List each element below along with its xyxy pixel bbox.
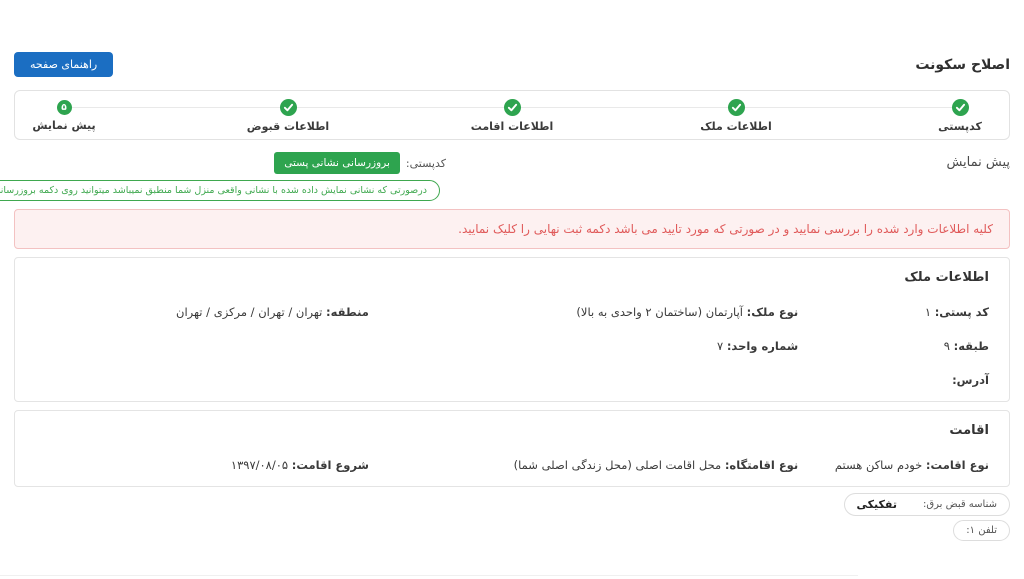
step-label: پیش نمایش [32, 119, 96, 132]
field-residence-type: نوع اقامت: خودم ساکن هستم [798, 458, 989, 472]
footer-divider [0, 575, 1024, 576]
step-label: اطلاعات اقامت [470, 120, 554, 133]
step-label: اطلاعات قبوض [246, 120, 330, 133]
empty-cell [369, 373, 798, 387]
page-title: اصلاح سکونت [915, 56, 1010, 73]
zee-logo: EE PROPERTY DEVELOPER [858, 572, 1024, 579]
field-region: منطقه: تهران / تهران / مرکزی / تهران [35, 305, 369, 319]
stepper: کدپستی اطلاعات ملک اطلاعات اقامت اطلاعات… [14, 90, 1010, 140]
field-value: ۷ [716, 339, 724, 353]
postal-update-block: کدپستی: بروزرسانی نشانی پستی درصورتی که … [0, 152, 446, 201]
empty-cell [35, 339, 369, 353]
check-circle-icon [727, 99, 745, 116]
check-circle-icon [279, 99, 297, 116]
field-floor: طبقه: ۹ [798, 339, 989, 353]
field-label: طبقه: [953, 339, 989, 353]
property-row-1: کد پستی: ۱ نوع ملک: آپارتمان (ساختمان ۲ … [35, 305, 989, 319]
postal-code-label: کدپستی: [405, 156, 446, 170]
field-label: نوع اقامتگاه: [724, 458, 799, 472]
residence-card: اقامت نوع اقامت: خودم ساکن هستم نوع اقام… [14, 410, 1010, 487]
page-guide-button[interactable]: راهنمای صفحه [14, 52, 114, 77]
residence-card-title: اقامت [949, 423, 989, 438]
extra-info-chips: شناسه قبض برق: تفکیکی تلفن ۱: [14, 493, 1010, 541]
step-label: اطلاعات ملک [700, 120, 772, 133]
field-label: کد پستی: [934, 305, 989, 319]
preview-section: پیش نمایش کدپستی: بروزرسانی نشانی پستی د… [0, 152, 1010, 201]
step-bills-info[interactable]: اطلاعات قبوض [243, 99, 333, 139]
field-label: منطقه: [326, 305, 369, 319]
phone-label: تلفن ۱: [966, 525, 997, 536]
electricity-bill-label: شناسه قبض برق: [922, 499, 997, 510]
check-circle-icon [951, 99, 969, 116]
electricity-bill-value: تفکیکی [856, 498, 897, 511]
field-value: ۹ [943, 339, 950, 353]
preview-heading: پیش نمایش [946, 155, 1010, 170]
field-value: تهران / تهران / مرکزی / تهران [176, 305, 323, 319]
phone-chip: تلفن ۱: [953, 520, 1010, 541]
field-label: نوع ملک: [746, 305, 799, 319]
property-card-title: اطلاعات ملک [904, 270, 989, 285]
field-label: نوع اقامت: [925, 458, 989, 472]
field-label: شماره واحد: [726, 339, 799, 353]
review-alert: کلیه اطلاعات وارد شده را بررسی نمایید و … [14, 209, 1010, 249]
field-value: محل اقامت اصلی (محل زندگی اصلی شما) [513, 458, 722, 472]
empty-cell [35, 373, 369, 387]
field-value: خودم ساکن هستم [834, 458, 923, 472]
property-info-card: اطلاعات ملک کد پستی: ۱ نوع ملک: آپارتمان… [14, 257, 1010, 402]
field-property-type: نوع ملک: آپارتمان (ساختمان ۲ واحدی به با… [369, 305, 798, 319]
residence-row-1: نوع اقامت: خودم ساکن هستم نوع اقامتگاه: … [35, 458, 989, 472]
property-row-2: طبقه: ۹ شماره واحد: ۷ [35, 339, 989, 353]
field-value: ۱ [924, 305, 932, 319]
residence-edit-page: اصلاح سکونت راهنمای صفحه کدپستی اطلاعات … [0, 52, 1024, 541]
field-address: آدرس: [798, 373, 989, 387]
field-value: ۱۳۹۷/۰۸/۰۵ [230, 458, 289, 472]
address-mismatch-hint: درصورتی که نشانی نمایش داده شده با نشانی… [0, 180, 440, 201]
field-unit-number: شماره واحد: ۷ [369, 339, 798, 353]
electricity-bill-chip: شناسه قبض برق: تفکیکی [843, 493, 1010, 516]
field-dwelling-type: نوع اقامتگاه: محل اقامت اصلی (محل زندگی … [369, 458, 799, 472]
step-label: کدپستی [938, 120, 982, 133]
footer: ثبت نهایی مرحله قبل EE PROPERTY DEVELOPE… [0, 572, 1024, 579]
step-property-info[interactable]: اطلاعات ملک [691, 99, 781, 139]
field-label: آدرس: [952, 373, 989, 387]
field-postal-code: کد پستی: ۱ [798, 305, 989, 319]
header: اصلاح سکونت راهنمای صفحه [14, 52, 1010, 77]
step-residence-info[interactable]: اطلاعات اقامت [467, 99, 557, 139]
step-preview[interactable]: ۵ پیش نمایش [19, 99, 109, 139]
update-postal-address-button[interactable]: بروزرسانی نشانی پستی [274, 152, 400, 174]
property-row-3: آدرس: [35, 373, 989, 387]
field-value: آپارتمان (ساختمان ۲ واحدی به بالا) [576, 305, 743, 319]
step-postal-code[interactable]: کدپستی [915, 99, 1005, 139]
field-residence-start: شروع اقامت: ۱۳۹۷/۰۸/۰۵ [35, 458, 369, 472]
field-label: شروع اقامت: [291, 458, 369, 472]
step-number-icon: ۵ [56, 100, 72, 115]
check-circle-icon [503, 99, 521, 116]
